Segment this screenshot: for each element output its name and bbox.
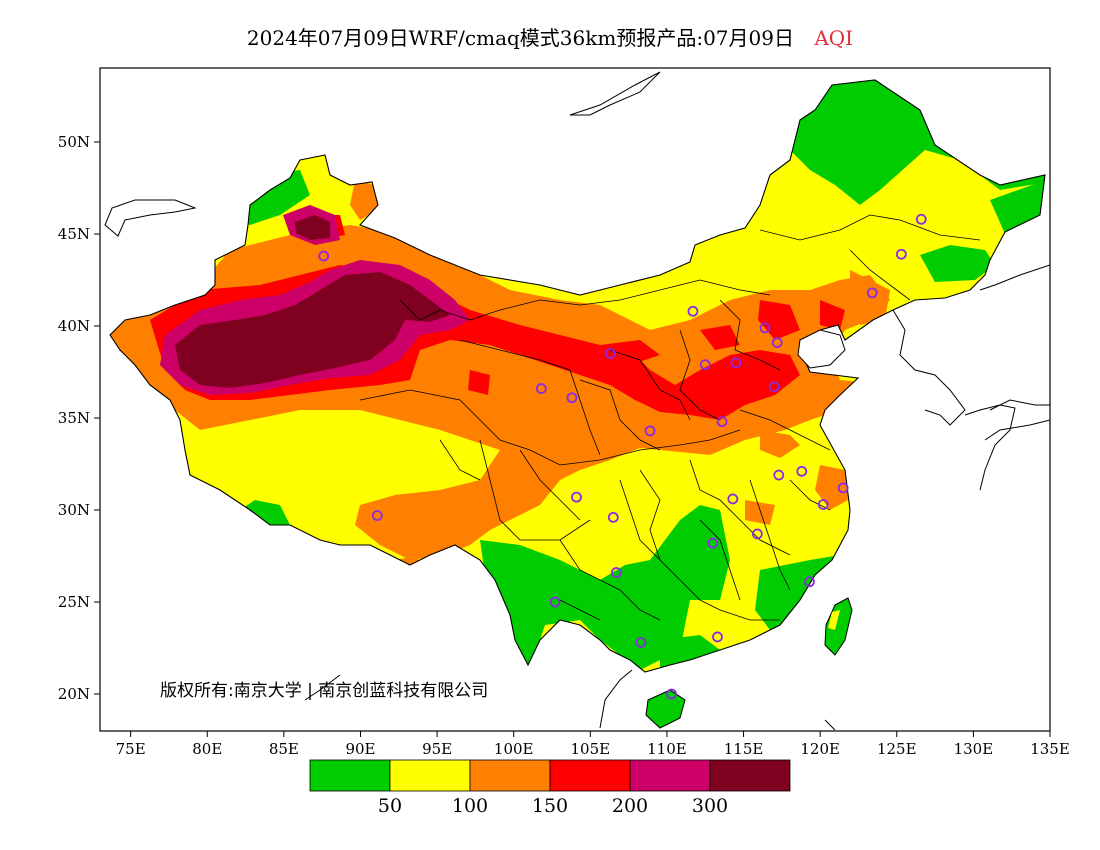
station-marker: [727, 493, 739, 505]
station-marker: [566, 392, 578, 404]
axis-layer: 75E 80E 85E 90E 95E 100E 105E 110E 115E 120E 125E 1…: [58, 133, 1070, 758]
lat-tick-label: 20N: [58, 685, 90, 703]
legend-break-label: 200: [612, 795, 648, 817]
title-main: 2024年07月09日WRF/cmaq模式36km预报产品:07月09日: [246, 26, 794, 50]
legend-swatch: [389, 759, 471, 792]
station-marker: [571, 491, 582, 503]
station-marker: [768, 381, 780, 393]
lon-tick-label: 135E: [1030, 740, 1070, 758]
lat-tick-label: 35N: [58, 409, 90, 427]
station-marker: [915, 213, 927, 225]
station-markers: [318, 213, 927, 700]
lon-tick-label: 90E: [345, 740, 375, 758]
station-marker: [535, 383, 547, 394]
lat-tick-label: 30N: [58, 501, 90, 519]
station-marker: [699, 359, 711, 371]
station-marker: [804, 576, 815, 588]
station-marker: [604, 348, 616, 360]
lon-tick-label: 105E: [571, 740, 611, 758]
station-marker: [837, 482, 849, 494]
lon-tick-label: 115E: [724, 740, 764, 758]
lon-tick-label: 110E: [647, 740, 687, 758]
station-marker: [371, 510, 383, 521]
lon-tick-label: 75E: [116, 740, 146, 758]
lon-tick-label: 120E: [800, 740, 840, 758]
station-marker: [644, 425, 656, 437]
lon-tick-label: 100E: [494, 740, 534, 758]
country-outline: [109, 79, 1046, 673]
station-marker: [549, 596, 561, 608]
station-marker: [866, 287, 878, 299]
legend-break-label: 50: [378, 795, 402, 817]
legend-break-label: 150: [532, 795, 568, 817]
legend-swatch: [309, 759, 391, 792]
islands: [645, 597, 853, 729]
lat-tick-label: 50N: [58, 133, 90, 151]
station-marker: [610, 567, 622, 578]
color-legend: 50 100 150 200 300: [309, 759, 791, 817]
legend-swatch: [549, 759, 631, 792]
legend-swatch: [469, 759, 551, 792]
copyright-text: 版权所有:南京大学 | 南京创蓝科技有限公司: [160, 681, 488, 701]
neighbor-coastlines: [104, 71, 1050, 731]
station-marker: [771, 337, 783, 348]
station-marker: [751, 528, 763, 540]
station-marker: [759, 322, 771, 334]
station-marker: [895, 248, 907, 260]
lon-tick-label: 80E: [192, 740, 222, 758]
lon-tick-label: 85E: [269, 740, 299, 758]
legend-break-label: 300: [692, 795, 728, 817]
station-marker: [635, 637, 647, 648]
station-marker: [817, 499, 829, 510]
station-marker: [666, 688, 677, 700]
province-borders: [359, 214, 981, 621]
station-marker: [318, 250, 330, 262]
station-marker: [707, 537, 719, 549]
lon-tick-label: 95E: [422, 740, 452, 758]
map-title: 2024年07月09日WRF/cmaq模式36km预报产品:07月09日 AQI: [0, 22, 1100, 51]
lat-tick-label: 45N: [58, 225, 90, 243]
title-indicator: AQI: [814, 26, 854, 50]
station-marker: [796, 465, 808, 477]
legend-break-label: 100: [452, 795, 488, 817]
station-marker: [687, 305, 699, 317]
bohai-sea: [797, 329, 846, 369]
legend-swatch: [709, 759, 791, 792]
station-marker: [730, 357, 742, 369]
station-marker: [712, 631, 723, 643]
plot-frame: [99, 67, 1051, 732]
station-marker: [607, 511, 619, 523]
legend-swatch: [629, 759, 711, 792]
lon-tick-label: 125E: [877, 740, 917, 758]
lat-tick-label: 25N: [58, 593, 90, 611]
station-marker: [716, 416, 728, 428]
station-marker: [773, 469, 785, 481]
lat-tick-label: 40N: [58, 317, 90, 335]
lon-tick-label: 130E: [954, 740, 994, 758]
